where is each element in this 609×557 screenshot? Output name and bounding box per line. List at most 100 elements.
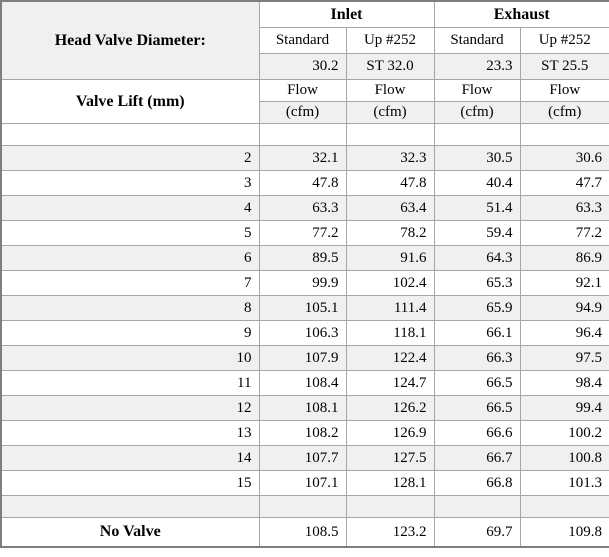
table-row: 9 106.3 118.1 66.1 96.4 — [0, 320, 609, 346]
exhaust-standard-flow-cell: 65.9 — [433, 295, 521, 321]
inlet-up252-flow-cell: 78.2 — [345, 220, 435, 246]
no-valve-row: No Valve 108.5 123.2 69.7 109.8 — [0, 517, 609, 548]
inlet-up252-flow-cell: 102.4 — [345, 270, 435, 296]
inlet-standard-flow-cell: 108.2 — [258, 420, 347, 446]
exhaust-up252-flow-cell: 92.1 — [519, 270, 609, 296]
inlet-standard-flow-cell: 47.8 — [258, 170, 347, 196]
inlet-standard-flow-cell: 32.1 — [258, 145, 347, 171]
empty-cell — [258, 495, 347, 518]
table-row: 11 108.4 124.7 66.5 98.4 — [0, 370, 609, 396]
exhaust-standard-flow-cell: 64.3 — [433, 245, 521, 271]
spacer-row — [0, 495, 609, 518]
valve-lift-cell: 14 — [0, 445, 260, 471]
exhaust-up252-flow-cell: 86.9 — [519, 245, 609, 271]
inlet-standard-diameter: 30.2 — [258, 53, 347, 80]
flow-unit-label: (cfm) — [258, 101, 347, 124]
table-row: 12 108.1 126.2 66.5 99.4 — [0, 395, 609, 421]
inlet-up252-flow-cell: 127.5 — [345, 445, 435, 471]
flow-label: Flow — [519, 79, 609, 102]
exhaust-up252-flow-cell: 100.2 — [519, 420, 609, 446]
flow-unit-label: (cfm) — [345, 101, 435, 124]
exhaust-group-header: Exhaust — [433, 0, 609, 28]
inlet-standard-flow-cell: 107.1 — [258, 470, 347, 496]
inlet-standard-flow-cell: 77.2 — [258, 220, 347, 246]
head-valve-diameter-label: Head Valve Diameter: — [0, 0, 260, 80]
exhaust-standard-flow-cell: 66.3 — [433, 345, 521, 371]
valve-lift-cell: 9 — [0, 320, 260, 346]
subcolumn-header-row: Standard Up #252 Standard Up #252 — [1, 27, 609, 54]
group-header-row: Head Valve Diameter: Inlet Exhaust — [0, 0, 609, 80]
empty-cell — [519, 495, 609, 518]
table-row: 7 99.9 102.4 65.3 92.1 — [0, 270, 609, 296]
valve-lift-label: Valve Lift (mm) — [0, 79, 260, 124]
inlet-standard-flow-cell: 105.1 — [258, 295, 347, 321]
exhaust-up252-flow-cell: 101.3 — [519, 470, 609, 496]
inlet-up252-flow-cell: 32.3 — [345, 145, 435, 171]
exhaust-up252-flow-cell: 96.4 — [519, 320, 609, 346]
inlet-up252-flow-cell: 123.2 — [345, 517, 435, 548]
inlet-group-header: Inlet — [258, 0, 435, 28]
exhaust-standard-diameter: 23.3 — [433, 53, 521, 80]
spacer-row — [0, 123, 609, 146]
valve-lift-cell: 8 — [0, 295, 260, 321]
valve-lift-cell: 6 — [0, 245, 260, 271]
inlet-standard-flow-cell: 106.3 — [258, 320, 347, 346]
table-row: 5 77.2 78.2 59.4 77.2 — [0, 220, 609, 246]
empty-cell — [0, 123, 260, 146]
exhaust-standard-flow-cell: 40.4 — [433, 170, 521, 196]
valve-lift-cell: 3 — [0, 170, 260, 196]
inlet-up252-flow-cell: 63.4 — [345, 195, 435, 221]
exhaust-up252-diameter: ST 25.5 — [519, 53, 609, 80]
empty-cell — [345, 495, 435, 518]
valve-lift-cell: 2 — [0, 145, 260, 171]
valve-lift-cell: 10 — [0, 345, 260, 371]
flow-label: Flow — [258, 79, 347, 102]
diameter-value-row: 30.2 ST 32.0 23.3 ST 25.5 — [1, 53, 609, 80]
flow-label: Flow — [345, 79, 435, 102]
valve-lift-cell: 15 — [0, 470, 260, 496]
valve-lift-cell: 12 — [0, 395, 260, 421]
inlet-standard-flow-cell: 108.5 — [258, 517, 347, 548]
exhaust-standard-flow-cell: 65.3 — [433, 270, 521, 296]
exhaust-standard-flow-cell: 69.7 — [433, 517, 521, 548]
exhaust-standard-header: Standard — [433, 27, 521, 54]
empty-cell — [345, 123, 435, 146]
inlet-standard-flow-cell: 108.1 — [258, 395, 347, 421]
valve-lift-cell: 7 — [0, 270, 260, 296]
table-row: 4 63.3 63.4 51.4 63.3 — [0, 195, 609, 221]
valve-lift-cell: 4 — [0, 195, 260, 221]
empty-cell — [258, 123, 347, 146]
exhaust-up252-flow-cell: 97.5 — [519, 345, 609, 371]
inlet-standard-flow-cell: 108.4 — [258, 370, 347, 396]
no-valve-label: No Valve — [0, 517, 260, 548]
exhaust-standard-flow-cell: 66.1 — [433, 320, 521, 346]
exhaust-up252-flow-cell: 99.4 — [519, 395, 609, 421]
inlet-standard-flow-cell: 89.5 — [258, 245, 347, 271]
exhaust-up252-flow-cell: 63.3 — [519, 195, 609, 221]
exhaust-standard-flow-cell: 66.5 — [433, 395, 521, 421]
inlet-standard-flow-cell: 107.9 — [258, 345, 347, 371]
valve-lift-cell: 5 — [0, 220, 260, 246]
table-row: 15 107.1 128.1 66.8 101.3 — [0, 470, 609, 496]
exhaust-standard-flow-cell: 51.4 — [433, 195, 521, 221]
valve-lift-cell: 13 — [0, 420, 260, 446]
table-row: 6 89.5 91.6 64.3 86.9 — [0, 245, 609, 271]
table-row: 2 32.1 32.3 30.5 30.6 — [0, 145, 609, 171]
exhaust-up252-flow-cell: 94.9 — [519, 295, 609, 321]
inlet-standard-flow-cell: 99.9 — [258, 270, 347, 296]
empty-cell — [519, 123, 609, 146]
exhaust-up252-flow-cell: 109.8 — [519, 517, 609, 548]
exhaust-up252-header: Up #252 — [519, 27, 609, 54]
inlet-up252-header: Up #252 — [345, 27, 435, 54]
inlet-up252-flow-cell: 126.2 — [345, 395, 435, 421]
table-row: 3 47.8 47.8 40.4 47.7 — [0, 170, 609, 196]
exhaust-up252-flow-cell: 100.8 — [519, 445, 609, 471]
inlet-up252-flow-cell: 91.6 — [345, 245, 435, 271]
inlet-standard-flow-cell: 107.7 — [258, 445, 347, 471]
exhaust-standard-flow-cell: 66.8 — [433, 470, 521, 496]
flow-unit-label: (cfm) — [433, 101, 521, 124]
table-row: 8 105.1 111.4 65.9 94.9 — [0, 295, 609, 321]
exhaust-up252-flow-cell: 30.6 — [519, 145, 609, 171]
flow-label: Flow — [433, 79, 521, 102]
